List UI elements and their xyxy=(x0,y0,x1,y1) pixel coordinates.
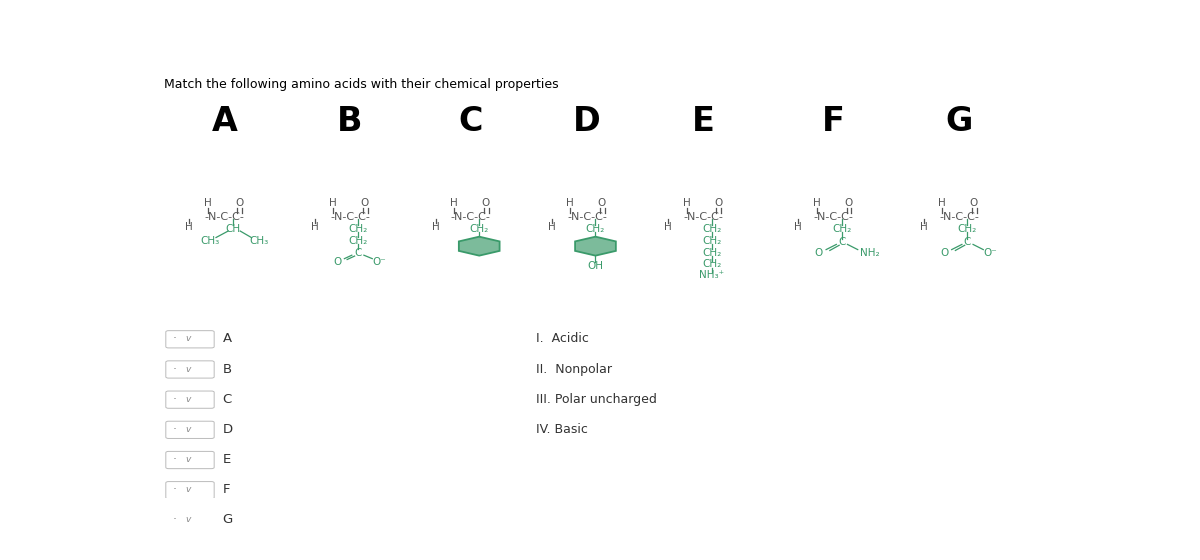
Text: H: H xyxy=(185,222,193,232)
Text: B: B xyxy=(337,105,362,138)
Text: v: v xyxy=(185,455,191,464)
Text: D: D xyxy=(222,423,233,436)
Text: CH₂: CH₂ xyxy=(469,224,488,234)
Text: -N-C-C-: -N-C-C- xyxy=(330,212,370,222)
Text: CH₂: CH₂ xyxy=(702,259,721,269)
Text: H: H xyxy=(812,198,821,208)
Text: CH₃: CH₃ xyxy=(250,236,269,245)
Text: H: H xyxy=(450,198,458,208)
Text: III. Polar uncharged: III. Polar uncharged xyxy=(536,393,656,406)
Text: ·: · xyxy=(173,514,176,526)
Text: O: O xyxy=(970,198,978,208)
Text: CH₂: CH₂ xyxy=(702,224,721,234)
Text: H: H xyxy=(664,222,672,232)
Text: B: B xyxy=(222,362,232,376)
Polygon shape xyxy=(575,237,616,255)
Text: A: A xyxy=(222,332,232,346)
FancyBboxPatch shape xyxy=(166,482,214,499)
Text: O⁻: O⁻ xyxy=(984,248,997,258)
Text: O: O xyxy=(598,198,606,208)
Text: O: O xyxy=(235,198,244,208)
Text: H: H xyxy=(920,222,928,232)
Text: H: H xyxy=(794,222,802,232)
Text: G: G xyxy=(946,105,973,138)
Text: CH₂: CH₂ xyxy=(702,236,721,245)
Text: C: C xyxy=(964,237,971,247)
Text: -N-C-C-: -N-C-C- xyxy=(940,212,979,222)
Text: Match the following amino acids with their chemical properties: Match the following amino acids with the… xyxy=(164,78,558,91)
Text: O: O xyxy=(481,198,490,208)
Text: F: F xyxy=(822,105,845,138)
Text: O: O xyxy=(815,248,823,258)
Text: H: H xyxy=(204,198,211,208)
FancyBboxPatch shape xyxy=(166,512,214,529)
Text: v: v xyxy=(185,365,191,374)
Text: ·: · xyxy=(173,453,176,466)
Text: -N-C-C-: -N-C-C- xyxy=(451,212,491,222)
Text: CH₂: CH₂ xyxy=(586,224,605,234)
Text: E: E xyxy=(692,105,715,138)
Text: H: H xyxy=(311,222,318,232)
Text: CH₂: CH₂ xyxy=(833,224,852,234)
Text: H: H xyxy=(329,198,337,208)
Text: -N-C-C-: -N-C-C- xyxy=(814,212,853,222)
Polygon shape xyxy=(458,237,499,255)
Text: NH₃⁺: NH₃⁺ xyxy=(700,270,725,281)
Text: CH: CH xyxy=(226,224,240,234)
Text: v: v xyxy=(185,515,191,525)
Text: ·: · xyxy=(173,483,176,496)
Text: O: O xyxy=(334,257,342,267)
Text: II.  Nonpolar: II. Nonpolar xyxy=(536,362,612,376)
Text: v: v xyxy=(185,395,191,404)
Text: F: F xyxy=(222,483,230,496)
Text: -N-C-C-: -N-C-C- xyxy=(684,212,724,222)
Text: E: E xyxy=(222,453,230,466)
Text: ·: · xyxy=(173,362,176,376)
Text: O: O xyxy=(714,198,722,208)
Text: NH₂: NH₂ xyxy=(860,248,880,258)
Text: H: H xyxy=(938,198,947,208)
Text: H: H xyxy=(566,198,575,208)
Text: v: v xyxy=(185,425,191,434)
Text: H: H xyxy=(548,222,556,232)
Text: OH: OH xyxy=(588,260,604,270)
Text: H: H xyxy=(683,198,690,208)
Text: CH₂: CH₂ xyxy=(958,224,977,234)
Text: C: C xyxy=(355,248,362,258)
Text: CH₂: CH₂ xyxy=(702,248,721,258)
Text: C: C xyxy=(222,393,232,406)
FancyBboxPatch shape xyxy=(166,330,214,348)
Text: G: G xyxy=(222,514,233,526)
Text: -N-C-C-: -N-C-C- xyxy=(204,212,245,222)
Text: O: O xyxy=(361,198,368,208)
Text: ·: · xyxy=(173,423,176,436)
Text: -N-C-C-: -N-C-C- xyxy=(568,212,607,222)
Text: ·: · xyxy=(173,332,176,346)
Text: C: C xyxy=(458,105,484,138)
Text: O: O xyxy=(940,248,948,258)
Text: v: v xyxy=(185,486,191,494)
Text: CH₂: CH₂ xyxy=(349,236,368,245)
Text: v: v xyxy=(185,334,191,343)
Text: H: H xyxy=(432,222,439,232)
Text: A: A xyxy=(211,105,238,138)
FancyBboxPatch shape xyxy=(166,451,214,469)
Text: O: O xyxy=(845,198,852,208)
Text: CH₂: CH₂ xyxy=(349,224,368,234)
Text: CH₃: CH₃ xyxy=(200,236,220,245)
Text: O⁻: O⁻ xyxy=(373,257,386,267)
FancyBboxPatch shape xyxy=(166,421,214,438)
Text: D: D xyxy=(574,105,601,138)
Text: IV. Basic: IV. Basic xyxy=(536,423,588,436)
Text: C: C xyxy=(839,237,846,247)
FancyBboxPatch shape xyxy=(166,391,214,408)
Text: I.  Acidic: I. Acidic xyxy=(536,332,589,346)
FancyBboxPatch shape xyxy=(166,361,214,378)
Text: ·: · xyxy=(173,393,176,406)
